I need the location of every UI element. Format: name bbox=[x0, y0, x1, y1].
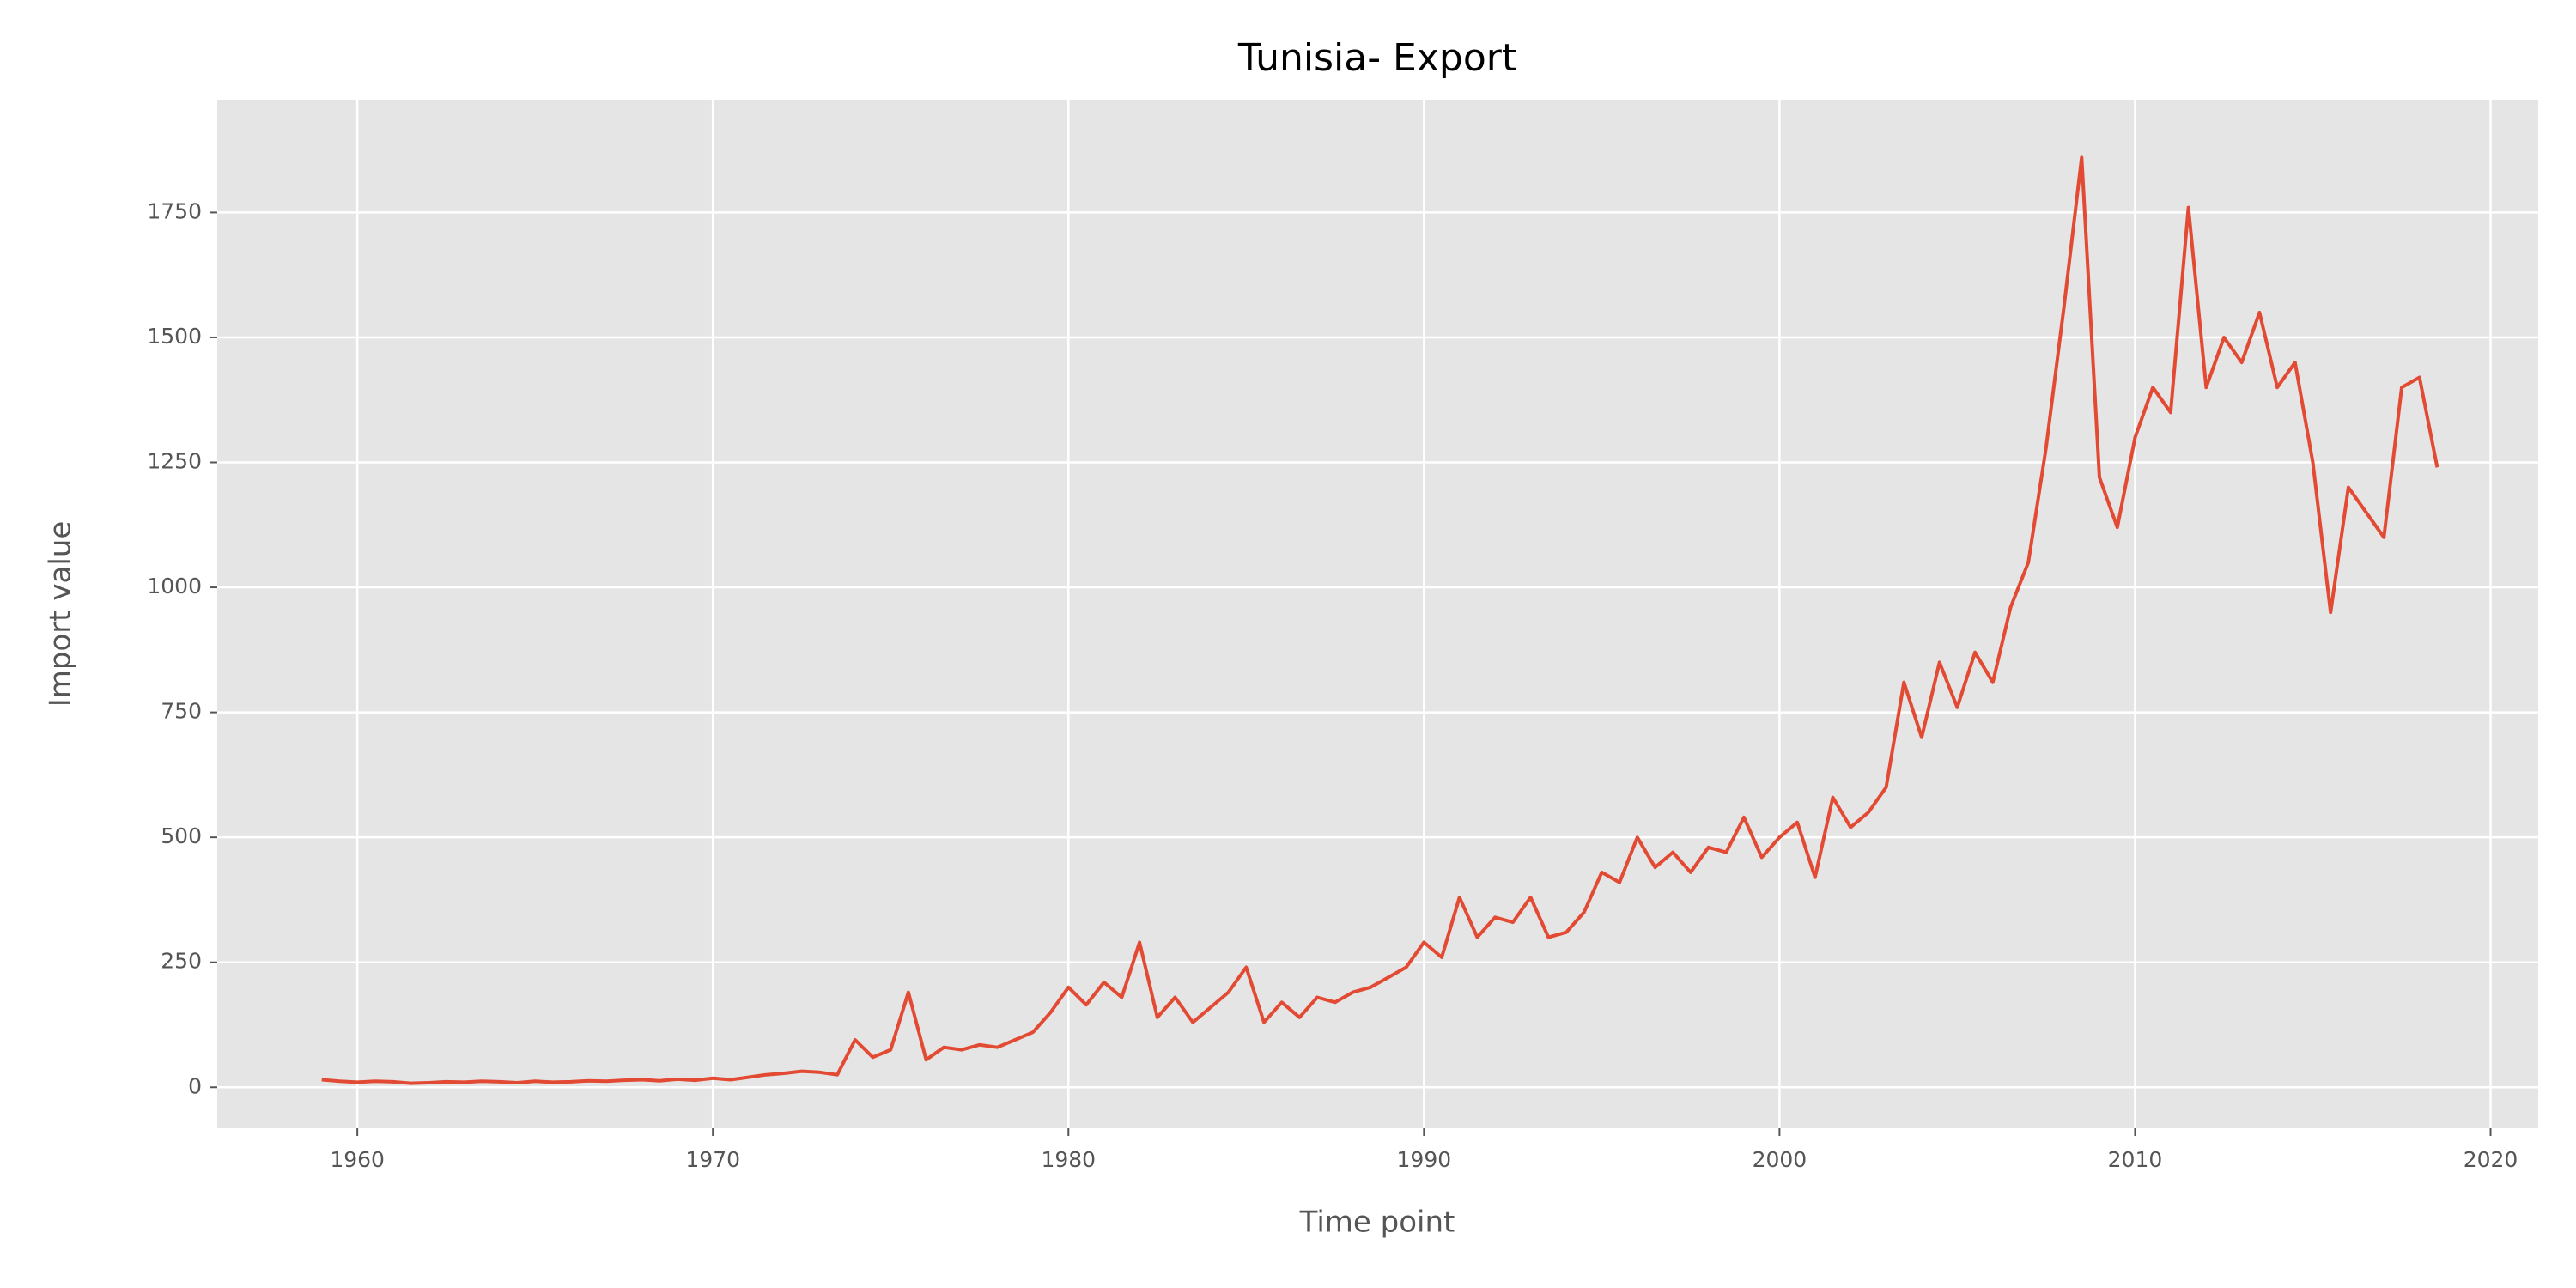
y-tick-label: 1250 bbox=[147, 449, 202, 474]
plot-area bbox=[217, 100, 2538, 1128]
x-tick-label: 2000 bbox=[1753, 1147, 1807, 1172]
y-tick-label: 500 bbox=[161, 823, 202, 848]
x-tick-label: 2010 bbox=[2108, 1147, 2163, 1172]
y-tick-label: 1750 bbox=[147, 198, 202, 223]
y-tick-label: 250 bbox=[161, 949, 202, 974]
x-tick-label: 1970 bbox=[685, 1147, 740, 1172]
y-axis-label: Import value bbox=[44, 521, 78, 708]
y-tick-label: 1500 bbox=[147, 324, 202, 349]
x-tick-label: 1980 bbox=[1041, 1147, 1096, 1172]
chart-title: Tunisia- Export bbox=[1237, 36, 1516, 80]
data-line bbox=[321, 155, 2439, 1085]
x-tick-label: 1960 bbox=[330, 1147, 385, 1172]
x-tick-label: 1990 bbox=[1397, 1147, 1452, 1172]
y-tick-label: 750 bbox=[161, 699, 202, 724]
x-axis-label: Time point bbox=[1299, 1206, 1455, 1240]
x-tick-label: 2020 bbox=[2464, 1147, 2518, 1172]
y-tick-label: 0 bbox=[188, 1073, 202, 1098]
y-tick-label: 1000 bbox=[147, 574, 202, 598]
